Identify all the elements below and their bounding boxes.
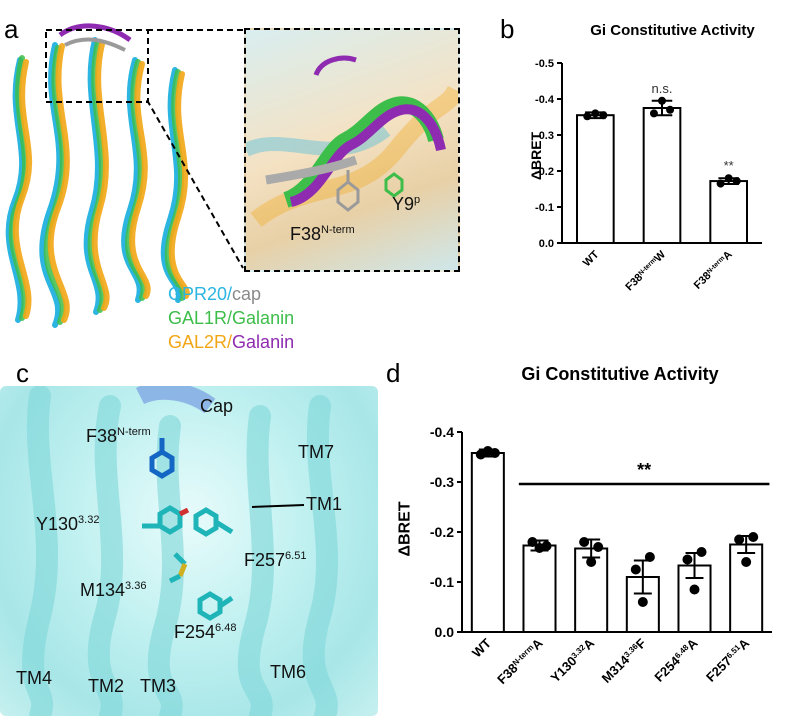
- legend-receptor: GAL2R: [168, 332, 228, 352]
- data-point: [732, 177, 741, 186]
- data-point: [741, 557, 752, 567]
- data-point: [591, 109, 600, 118]
- data-point: [541, 541, 552, 551]
- zoom-helix-drawing: [246, 55, 458, 228]
- data-point: [658, 96, 666, 105]
- label-tm2: TM2: [88, 676, 124, 696]
- data-point: [734, 534, 745, 545]
- legend-row-gal2r: GAL2R/Galanin: [168, 332, 294, 353]
- data-point: [666, 105, 675, 114]
- chart-b-title: Gi Constitutive Activity: [590, 22, 755, 39]
- x-category-label: F2576.51A: [703, 635, 753, 685]
- y-tick-label: -0.3: [430, 474, 454, 490]
- binding-pocket-drawing: [22, 386, 339, 716]
- x-category-label: WT: [581, 248, 602, 269]
- inset-label-f38: F38N-term: [290, 224, 355, 244]
- label-cap: Cap: [200, 396, 234, 416]
- label-f254: F2546.48: [174, 622, 237, 642]
- panel-letter-c: c: [16, 358, 29, 388]
- legend-ligand: Galanin: [232, 332, 295, 352]
- legend-receptor: GAL1R: [168, 308, 228, 328]
- y-tick-label: -0.3: [535, 130, 554, 142]
- y-tick-label: -0.1: [430, 574, 454, 590]
- zoom-connector-lines: [146, 29, 244, 269]
- panel-letter-d: d: [386, 358, 401, 388]
- label-f257: F2576.51: [244, 550, 307, 570]
- bar: [576, 114, 615, 244]
- label-y130: Y1303.32: [36, 514, 100, 534]
- data-point: [586, 557, 597, 567]
- data-point: [716, 179, 725, 188]
- x-category-label: F38N-termA: [692, 249, 735, 292]
- significance-label: **: [724, 158, 734, 173]
- data-point: [489, 448, 500, 458]
- legend-ligand: Galanin: [232, 308, 295, 328]
- data-point: [599, 111, 608, 120]
- x-category-label: F38N-termA: [494, 635, 546, 687]
- data-point: [637, 597, 648, 607]
- label-tm4: TM4: [16, 668, 52, 688]
- label-tm7: TM7: [298, 442, 334, 462]
- x-category-label: WT: [469, 635, 494, 660]
- legend-receptor: GPR20: [168, 284, 228, 304]
- data-point: [748, 532, 759, 542]
- chart-b-plot: 0.0 -0.1 -0.2 -0.3 -0.4 -0.5 WT n.s. F38N-termW *…: [535, 58, 762, 293]
- chart-d-title: Gi Constitutive Activity: [521, 364, 719, 384]
- y-tick-label: -0.2: [535, 166, 554, 178]
- bar: [642, 107, 682, 244]
- data-point: [583, 112, 592, 121]
- legend-separator: /: [227, 332, 233, 352]
- data-point: [689, 584, 700, 595]
- inset-label-y9: Y9p: [392, 194, 421, 214]
- label-tm1: TM1: [306, 494, 342, 514]
- legend-row-gal1r: GAL1R/Galanin: [168, 308, 294, 329]
- legend-row-gpr20: GPR20/cap: [168, 284, 261, 305]
- panel-letter-a: a: [4, 14, 19, 44]
- significance-label: n.s.: [652, 81, 673, 96]
- bar: [470, 452, 505, 633]
- chart-d-plot: 0.0 -0.1 -0.2 -0.3 -0.4 WTF38N-termAY1303.32A…: [430, 424, 772, 687]
- panel-letter-b: b: [500, 14, 515, 44]
- bar: [709, 180, 748, 244]
- y-tick-label: -0.5: [535, 58, 554, 70]
- bar: [522, 544, 557, 633]
- legend-separator: /: [227, 308, 233, 328]
- label-m134: M1343.36: [80, 580, 147, 600]
- data-point: [593, 542, 604, 552]
- significance-label: **: [637, 460, 651, 480]
- y-tick-label: -0.1: [535, 202, 554, 214]
- receptor-overlay-structure: [5, 23, 190, 328]
- x-category-label: M3143.36F: [599, 635, 649, 685]
- x-category-label: Y1303.32A: [547, 635, 597, 685]
- legend-separator: /: [227, 284, 233, 304]
- y-tick-label: -0.2: [430, 524, 454, 540]
- label-f38: F38N-term: [86, 426, 151, 446]
- binding-pocket-structure: Cap F38N-term TM7 TM1 Y1303.32 F2576.51 …: [0, 386, 378, 716]
- y-tick-label: -0.4: [535, 94, 555, 106]
- data-point: [724, 174, 733, 183]
- x-category-label: F2546.48A: [651, 635, 701, 685]
- data-point: [630, 564, 641, 575]
- zoom-inset: Y9p F38N-term: [244, 28, 460, 272]
- legend-ligand: cap: [232, 284, 262, 304]
- y-tick-label: 0.0: [435, 624, 455, 640]
- data-point: [527, 537, 538, 547]
- y-tick-label: -0.4: [430, 424, 454, 440]
- label-tm6: TM6: [270, 662, 306, 682]
- data-point: [644, 552, 655, 562]
- label-tm3: TM3: [140, 676, 176, 696]
- y-tick-label: 0.0: [539, 238, 554, 250]
- data-point: [696, 547, 707, 557]
- data-point: [682, 554, 693, 565]
- x-category-label: F38N-termW: [623, 248, 668, 293]
- data-point: [649, 109, 658, 118]
- data-point: [579, 537, 590, 547]
